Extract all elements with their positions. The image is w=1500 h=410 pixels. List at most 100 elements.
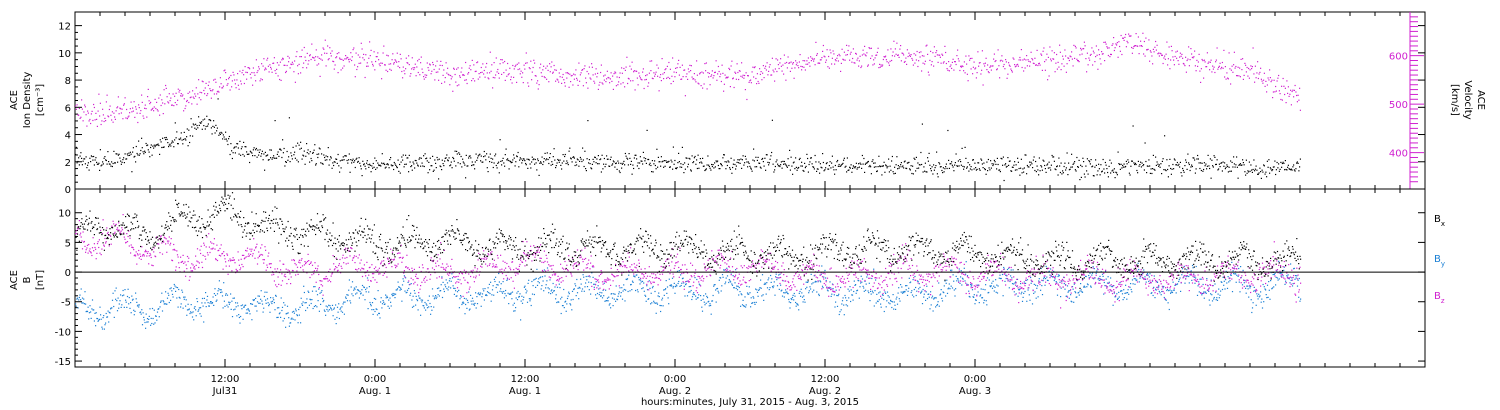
data-point — [1024, 290, 1026, 293]
data-point — [940, 62, 942, 64]
data-point — [96, 318, 99, 320]
data-point — [987, 64, 989, 66]
data-point — [917, 280, 919, 283]
data-point — [1158, 52, 1160, 54]
data-point — [195, 123, 197, 125]
data-point — [419, 157, 421, 159]
data-point — [1021, 66, 1023, 69]
data-point — [1161, 160, 1163, 162]
data-point — [241, 146, 243, 148]
data-point — [613, 161, 615, 163]
data-point — [1299, 166, 1301, 168]
data-point — [942, 62, 944, 64]
data-point — [511, 298, 513, 300]
data-point — [421, 301, 423, 303]
data-point — [406, 157, 408, 159]
data-point — [585, 82, 587, 84]
data-point — [576, 158, 578, 160]
data-point — [1002, 60, 1004, 62]
data-point — [567, 295, 569, 297]
data-point — [310, 302, 312, 305]
data-point — [725, 281, 727, 283]
data-point — [612, 88, 614, 90]
data-point — [954, 295, 956, 297]
data-point — [639, 162, 641, 164]
data-point — [748, 293, 750, 295]
data-point — [945, 51, 947, 54]
data-point — [969, 57, 971, 60]
data-point — [725, 168, 727, 170]
data-point — [261, 63, 263, 65]
data-point — [865, 55, 867, 57]
data-point — [684, 295, 686, 297]
data-point — [1075, 170, 1077, 172]
data-point — [779, 165, 781, 168]
data-point — [303, 62, 305, 64]
data-point — [131, 295, 133, 297]
data-point — [946, 167, 948, 170]
data-point — [510, 79, 512, 81]
data-point — [582, 274, 584, 276]
data-point — [390, 63, 392, 65]
data-point — [1263, 165, 1265, 167]
data-point — [1182, 169, 1184, 172]
data-point — [630, 163, 632, 165]
data-point — [125, 301, 127, 303]
data-point — [188, 129, 190, 131]
data-point — [565, 162, 567, 165]
data-point — [1221, 66, 1223, 68]
data-point — [105, 101, 107, 103]
data-point — [465, 154, 467, 156]
data-point — [1254, 170, 1256, 172]
data-point — [348, 279, 350, 281]
data-point — [883, 310, 885, 313]
data-point — [336, 53, 338, 55]
data-point — [81, 164, 83, 166]
data-point — [513, 154, 515, 156]
data-point — [784, 292, 786, 294]
data-point — [1070, 166, 1072, 168]
data-point — [364, 76, 366, 79]
data-point — [1033, 156, 1035, 158]
data-point — [980, 294, 982, 296]
data-point — [251, 319, 253, 321]
data-point — [270, 301, 272, 303]
data-point — [354, 288, 356, 290]
data-point — [386, 163, 388, 165]
data-point — [160, 300, 162, 302]
data-point — [563, 307, 565, 309]
data-point — [1042, 159, 1044, 161]
data-point — [296, 159, 298, 161]
data-point — [517, 151, 519, 154]
data-point — [786, 291, 788, 293]
data-point — [981, 297, 983, 299]
data-point — [788, 301, 790, 303]
data-point — [626, 157, 628, 159]
data-point — [531, 161, 533, 163]
data-point — [421, 162, 423, 164]
data-point — [562, 305, 564, 307]
data-point — [609, 303, 611, 305]
data-point — [679, 66, 681, 68]
data-point — [231, 157, 233, 160]
data-point — [147, 96, 149, 98]
data-point — [582, 69, 584, 71]
data-point — [235, 302, 237, 304]
data-point — [846, 171, 848, 173]
data-point — [111, 299, 114, 301]
data-point — [1140, 166, 1142, 168]
data-point — [816, 53, 818, 55]
data-point — [1125, 46, 1127, 48]
data-point — [1067, 291, 1069, 293]
data-point — [282, 57, 284, 59]
data-point — [861, 154, 863, 157]
data-point — [159, 306, 161, 308]
data-point — [277, 151, 279, 153]
data-point — [772, 287, 774, 289]
data-point — [681, 64, 683, 66]
data-point — [492, 76, 494, 79]
data-point — [259, 80, 261, 82]
data-point — [286, 64, 288, 67]
data-point — [546, 158, 548, 160]
data-point — [739, 70, 741, 72]
